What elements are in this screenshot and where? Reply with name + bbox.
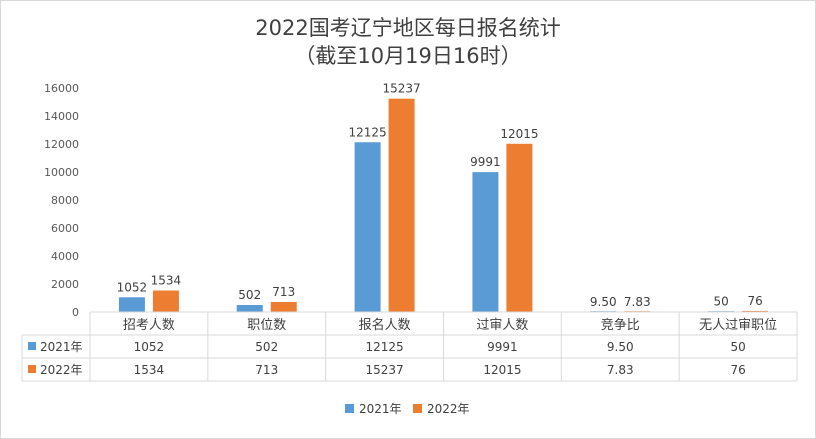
data-label: 76 (747, 294, 762, 308)
table-cell: 502 (255, 340, 278, 354)
data-label: 502 (238, 288, 261, 302)
legend-swatch (345, 404, 354, 413)
category-label: 职位数 (247, 318, 286, 333)
bar (118, 297, 145, 312)
y-tick-label: 8000 (51, 194, 79, 207)
table-cell: 15237 (365, 363, 403, 377)
y-tick-label: 10000 (44, 166, 79, 179)
data-label: 15237 (382, 82, 420, 96)
table-series-name: 2021年 (40, 340, 83, 354)
table-cell: 713 (255, 363, 278, 377)
table-legend-key (28, 342, 36, 350)
table-series-name: 2022年 (40, 363, 83, 377)
table-cell: 9991 (487, 340, 518, 354)
table-cell: 50 (730, 340, 745, 354)
category-label: 过审人数 (476, 318, 528, 333)
data-label: 1534 (151, 274, 182, 288)
legend-label: 2021年 (359, 402, 402, 416)
y-tick-label: 12000 (44, 138, 79, 151)
plot-bars (118, 98, 769, 312)
bar (472, 172, 499, 312)
bar (270, 302, 297, 312)
table-cell: 7.83 (607, 363, 634, 377)
category-label: 竞争比 (601, 317, 640, 333)
data-table: 招考人数 职位数 报名人数 过审人数 竞争比 无人过审职位 2021年 1052 502 1212… (21, 311, 798, 382)
category-label: 无人过审职位 (699, 318, 777, 333)
chart-subtitle: （截至10月19日16时） (294, 44, 522, 68)
y-tick-label: 6000 (51, 222, 79, 235)
data-label: 9991 (470, 155, 501, 169)
data-label: 1052 (117, 280, 148, 294)
bar (742, 310, 769, 312)
data-labels: 1052 1534 502 713 12125 15237 9991 12015 9.50 7.8… (117, 82, 763, 309)
y-tick-label: 14000 (44, 110, 79, 123)
table-cell: 1534 (134, 363, 165, 377)
table-legend-key (28, 365, 36, 373)
table-cell: 9.50 (607, 340, 634, 354)
legend-swatch (413, 404, 422, 413)
table-cell: 76 (730, 363, 745, 377)
bar (506, 143, 533, 312)
category-label: 报名人数 (359, 317, 411, 333)
y-tick-label: 4000 (51, 250, 79, 263)
legend: 2021年 2022年 (345, 402, 470, 416)
y-tick-label: 2000 (51, 278, 79, 291)
table-cell: 1052 (134, 340, 165, 354)
legend-label: 2022年 (427, 402, 470, 416)
y-axis: 0 2000 4000 6000 8000 10000 12000 14000 16000 (44, 82, 79, 319)
category-label: 招考人数 (123, 318, 175, 333)
bar (152, 290, 179, 312)
data-label: 50 (713, 294, 728, 308)
table-cell: 12125 (365, 340, 403, 354)
bar (354, 142, 381, 312)
bar (388, 98, 415, 312)
y-tick-label: 0 (72, 306, 79, 319)
data-label: 9.50 (590, 295, 617, 309)
table-cell: 12015 (483, 363, 521, 377)
data-label: 12015 (500, 127, 538, 141)
data-label: 713 (272, 285, 295, 299)
data-label: 7.83 (624, 295, 651, 309)
bar (236, 304, 263, 312)
data-label: 12125 (348, 125, 386, 139)
chart-title: 2022国考辽宁地区每日报名统计 (255, 16, 561, 40)
y-tick-label: 16000 (44, 82, 79, 95)
